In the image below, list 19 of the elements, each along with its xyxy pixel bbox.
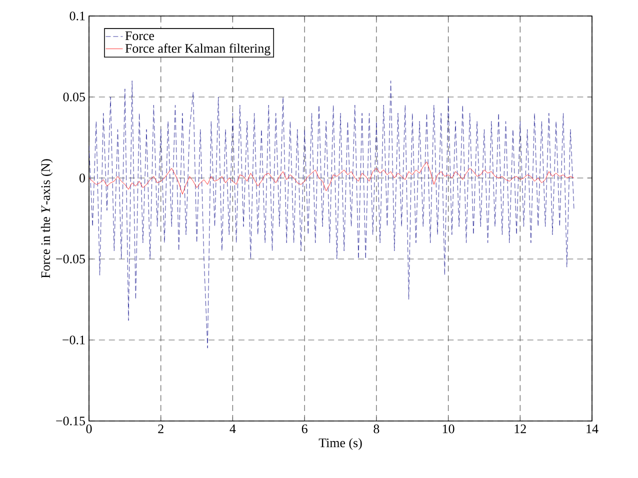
x-tick-label: 4 xyxy=(230,424,236,434)
x-tick-label: 2 xyxy=(158,424,164,434)
y-axis-title: Force in the Y-axis (N) xyxy=(40,159,53,278)
y-tick-label: 0.05 xyxy=(63,92,85,102)
y-tick-label: 0.1 xyxy=(70,12,85,20)
y-tick-label: 0 xyxy=(80,174,85,182)
legend-label: Force after Kalman filtering xyxy=(125,43,270,56)
x-tick-label: 12 xyxy=(514,424,526,434)
legend-label: Force xyxy=(125,32,154,40)
x-axis-title: Time (s) xyxy=(318,438,362,450)
x-tick-label: 14 xyxy=(586,424,598,434)
y-tick-label: −0.05 xyxy=(56,254,85,264)
y-tick-label: −0.15 xyxy=(56,416,85,426)
x-tick-label: 0 xyxy=(86,424,92,434)
y-tick-label: −0.1 xyxy=(62,336,85,344)
line-series xyxy=(89,80,574,348)
x-tick-label: 6 xyxy=(302,424,308,434)
x-tick-label: 10 xyxy=(442,424,454,434)
x-tick-label: 8 xyxy=(374,424,380,434)
